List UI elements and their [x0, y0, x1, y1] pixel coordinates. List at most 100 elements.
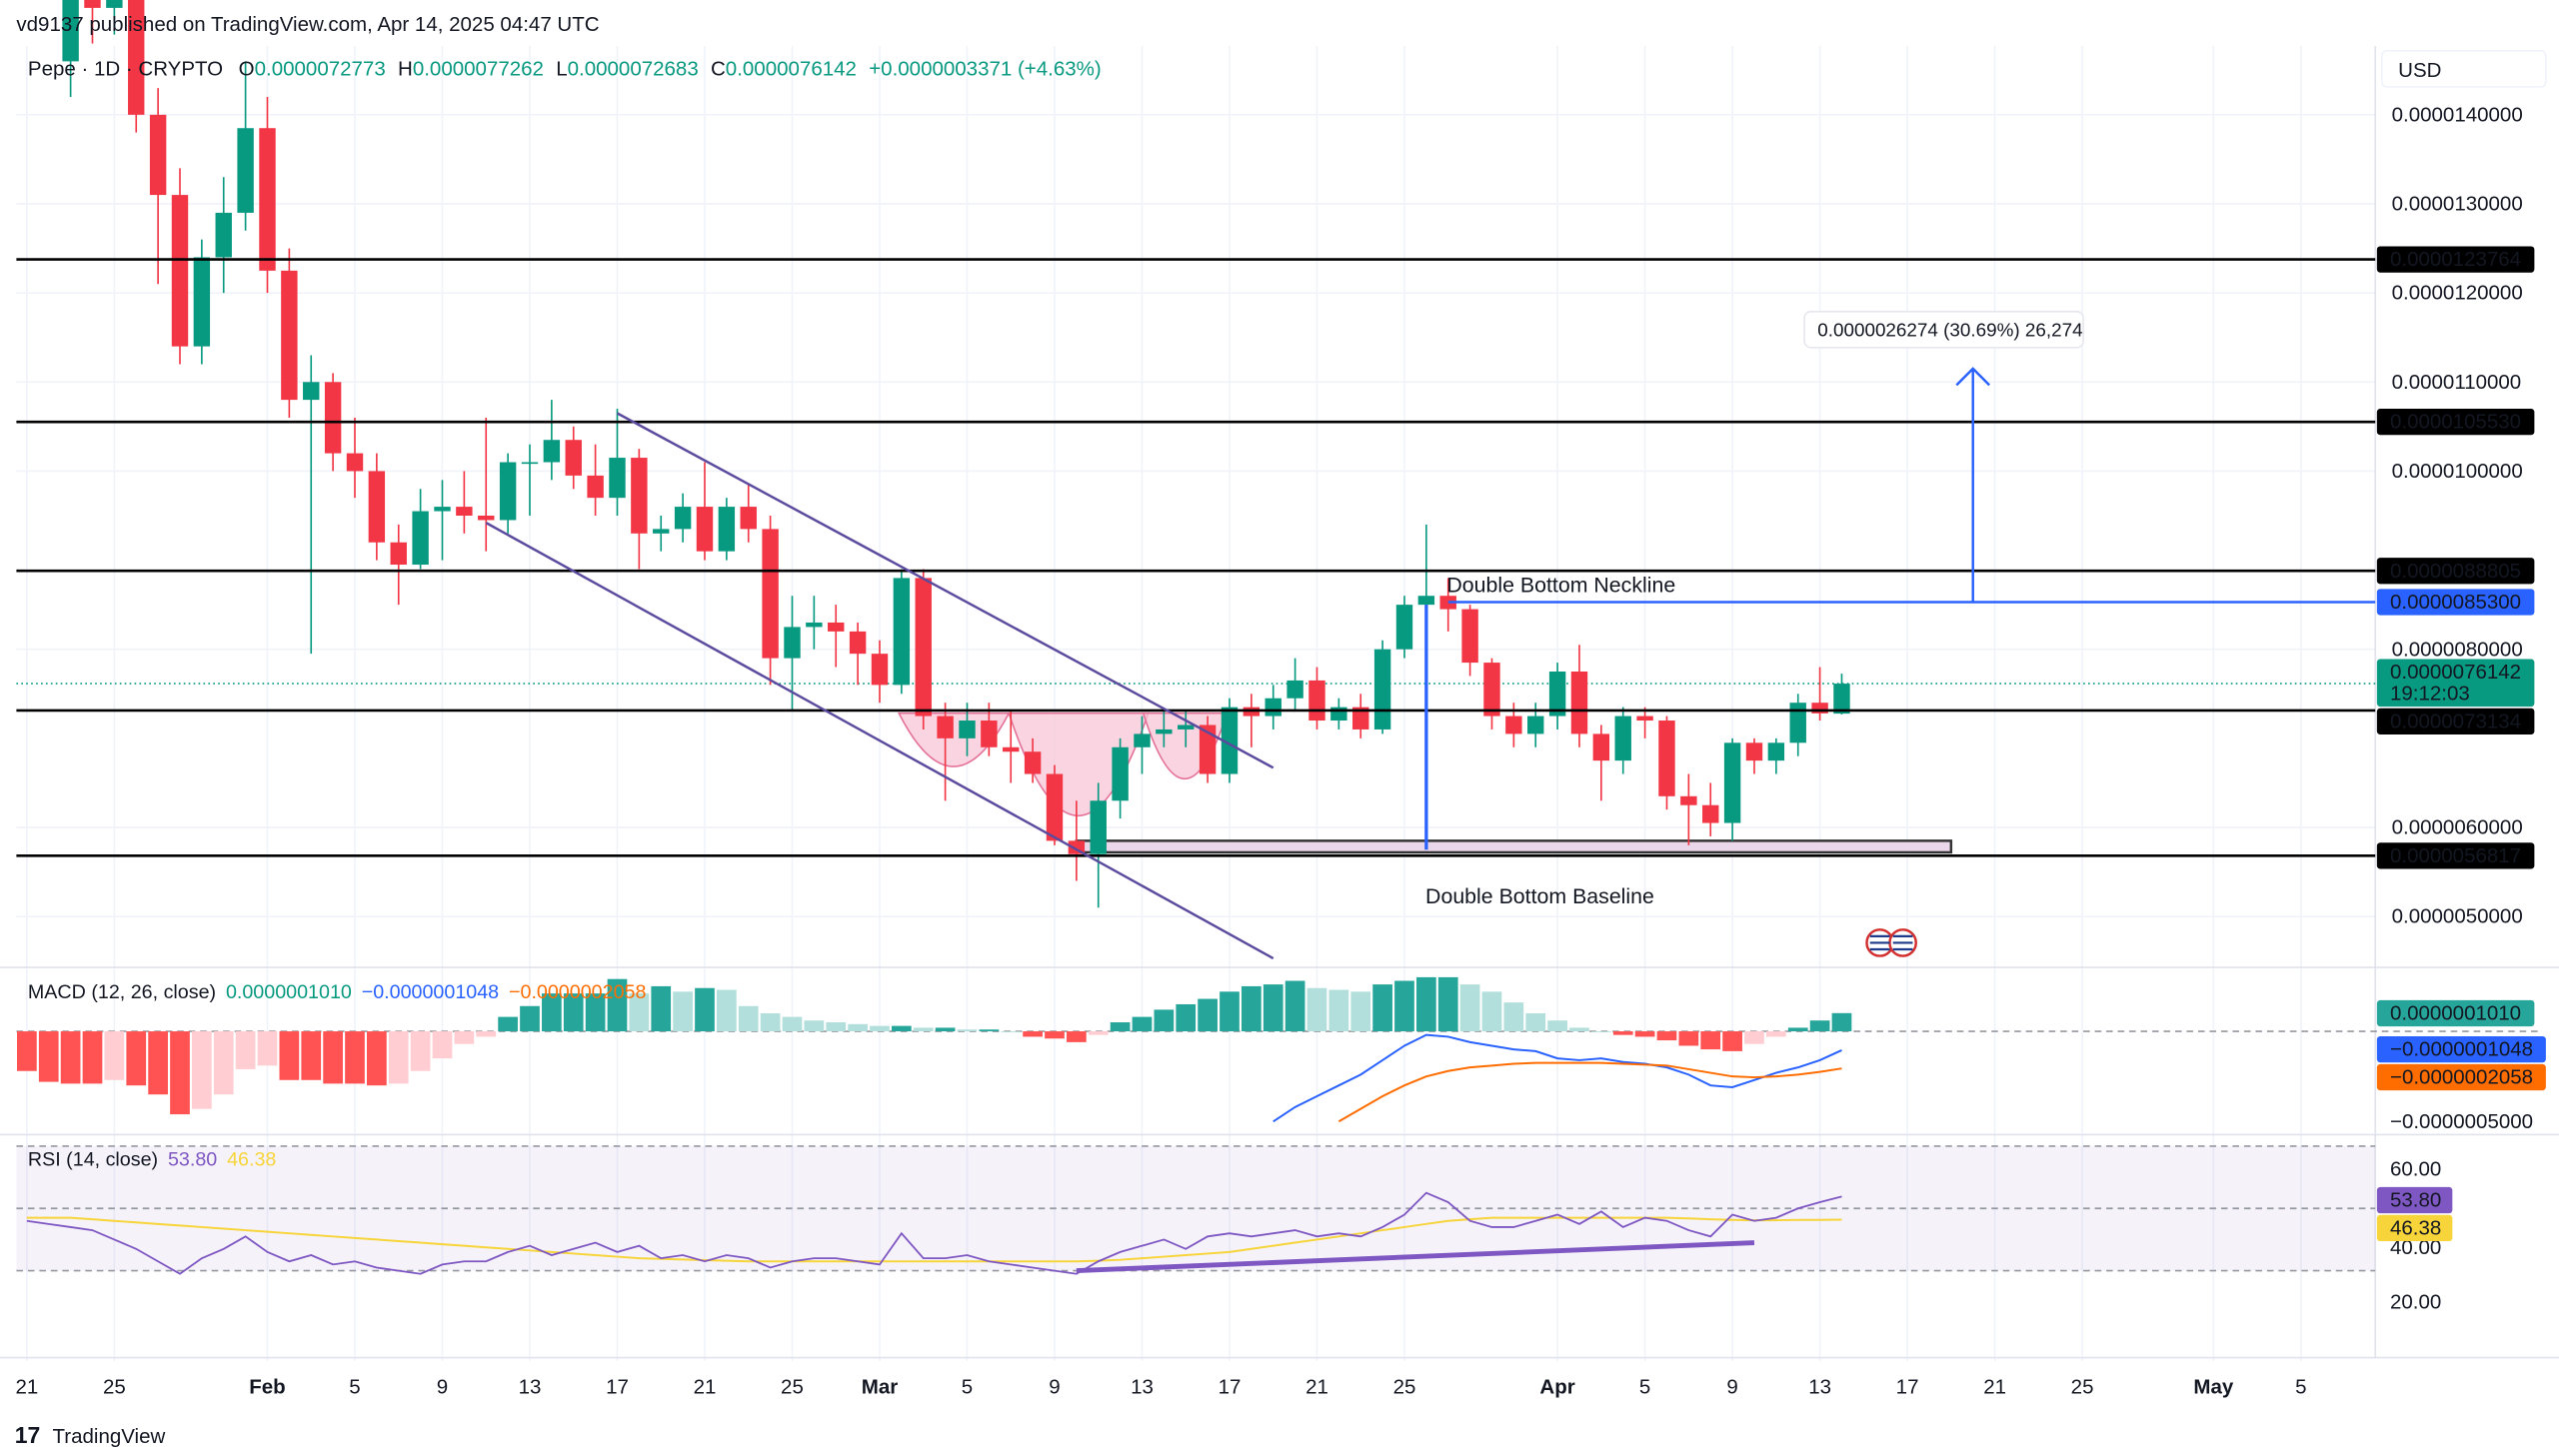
- macd-histogram-bar: [1263, 984, 1283, 1032]
- close-value: 0.0000076142: [726, 57, 857, 80]
- candle: [696, 462, 714, 561]
- candle: [346, 417, 364, 499]
- macd-histogram-bar: [673, 991, 693, 1032]
- close-label: C: [711, 57, 726, 80]
- price-axis-label: 0.0000140000: [2392, 103, 2523, 126]
- macd-legend: MACD (12, 26, close) 0.0000001010 −0.00000…: [28, 981, 647, 1003]
- macd-histogram-bar: [892, 1025, 912, 1032]
- candle: [215, 177, 232, 294]
- candle-body: [849, 631, 867, 655]
- macd-histogram-bar: [476, 1031, 497, 1037]
- candle-body: [1570, 671, 1588, 734]
- macd-histogram-bar: [1612, 1031, 1633, 1035]
- candle-body: [390, 542, 407, 566]
- candle: [1833, 674, 1850, 715]
- rsi-value: 53.80: [168, 1149, 217, 1171]
- candle-body: [718, 507, 736, 552]
- candle: [565, 426, 582, 490]
- macd-histogram-bar: [454, 1031, 475, 1044]
- candle: [653, 515, 670, 552]
- candle: [412, 489, 429, 570]
- candle-body: [521, 462, 539, 465]
- macd-histogram-bar: [38, 1031, 59, 1082]
- candle: [937, 703, 954, 801]
- candle-body: [1046, 773, 1064, 841]
- macd-histogram-bar: [410, 1031, 431, 1071]
- macd-histogram-bar: [1722, 1031, 1742, 1051]
- candle: [303, 355, 320, 655]
- candle-body: [762, 529, 779, 659]
- macd-histogram-bar: [1656, 1031, 1677, 1041]
- rsi-ma-value-tag: 46.38: [2390, 1216, 2441, 1239]
- channel-lower-line: [485, 522, 1275, 960]
- candle-body: [1286, 680, 1303, 699]
- macd-histogram-bar: [301, 1031, 322, 1080]
- time-axis-label: 5: [2295, 1376, 2306, 1399]
- candle: [521, 444, 539, 516]
- macd-histogram-bar: [170, 1031, 190, 1115]
- rsi-pane[interactable]: RSI (14, close) 53.80 46.38: [16, 1145, 2376, 1275]
- time-axis-label: Apr: [1539, 1376, 1574, 1399]
- candle-body: [1833, 684, 1850, 715]
- candle: [828, 605, 845, 668]
- candle: [1178, 712, 1195, 747]
- macd-histogram-bar: [1372, 984, 1392, 1032]
- tradingview-logo[interactable]: 17 TradingView: [15, 1422, 166, 1448]
- candle: [128, 0, 145, 133]
- channel-upper-line: [616, 412, 1275, 769]
- symbol-label[interactable]: Pepe · 1D · CRYPTO: [28, 57, 223, 80]
- candle-body: [1483, 663, 1500, 717]
- candle-body: [1548, 671, 1566, 717]
- candle-body: [412, 511, 429, 566]
- level-price-tag: 0.0000073134: [2390, 710, 2521, 732]
- currency-button[interactable]: [2380, 50, 2547, 88]
- candle: [1265, 685, 1281, 729]
- macd-histogram-bar: [1067, 1031, 1087, 1042]
- candle-body: [1527, 716, 1544, 734]
- candle-body: [1461, 609, 1478, 664]
- candle-body: [828, 622, 845, 632]
- time-axis-label: 9: [1049, 1376, 1060, 1399]
- time-axis-label: 5: [349, 1376, 360, 1399]
- macd-axis-label: −0.0000005000: [2390, 1110, 2533, 1133]
- candle: [1243, 694, 1261, 747]
- macd-histogram-bar: [1809, 1020, 1830, 1032]
- candle-body: [674, 507, 692, 530]
- time-axis-label: 21: [1983, 1376, 2006, 1399]
- candle-body: [1221, 707, 1239, 774]
- macd-value-tag-box: [2376, 999, 2535, 1027]
- drawings[interactable]: [16, 258, 2376, 960]
- candle: [62, 0, 79, 98]
- candle: [478, 417, 495, 552]
- candle-body: [1112, 746, 1129, 801]
- macd-histogram-bar: [717, 989, 737, 1032]
- macd-pane[interactable]: MACD (12, 26, close) 0.0000001010 −0.00000…: [16, 976, 2543, 1123]
- macd-histogram-bar: [1744, 1031, 1764, 1044]
- candle-body: [1024, 751, 1042, 774]
- macd-histogram-bar: [1831, 1012, 1852, 1032]
- current-price-tag-box: [2376, 659, 2535, 708]
- macd-histogram-bar: [804, 1020, 825, 1032]
- macd-histogram-bar: [1132, 1016, 1153, 1032]
- macd-histogram-bar: [957, 1029, 978, 1032]
- candle: [1308, 667, 1325, 729]
- price-axis-label: 0.0000120000: [2392, 282, 2523, 305]
- candle: [1789, 694, 1806, 756]
- candle: [806, 596, 823, 650]
- candle: [1548, 663, 1566, 729]
- candle: [434, 480, 451, 561]
- candle: [84, 0, 101, 44]
- current-price-tag: 0.0000076142: [2390, 661, 2521, 684]
- candle-body: [434, 507, 451, 512]
- candle: [762, 515, 779, 686]
- economic-event-flag-icon[interactable]: [1865, 928, 1917, 957]
- candle-body: [171, 195, 189, 347]
- macd-histogram-bar: [1242, 985, 1262, 1032]
- rsi-ma-line: [26, 1216, 1842, 1263]
- macd-histogram-bar: [1088, 1031, 1109, 1035]
- measure-label: 0.0000026274 (30.69%) 26,274: [1817, 319, 2082, 340]
- candle-body: [1265, 698, 1281, 717]
- candle: [1156, 712, 1173, 747]
- level-price-tag: 0.0000056817: [2390, 844, 2521, 867]
